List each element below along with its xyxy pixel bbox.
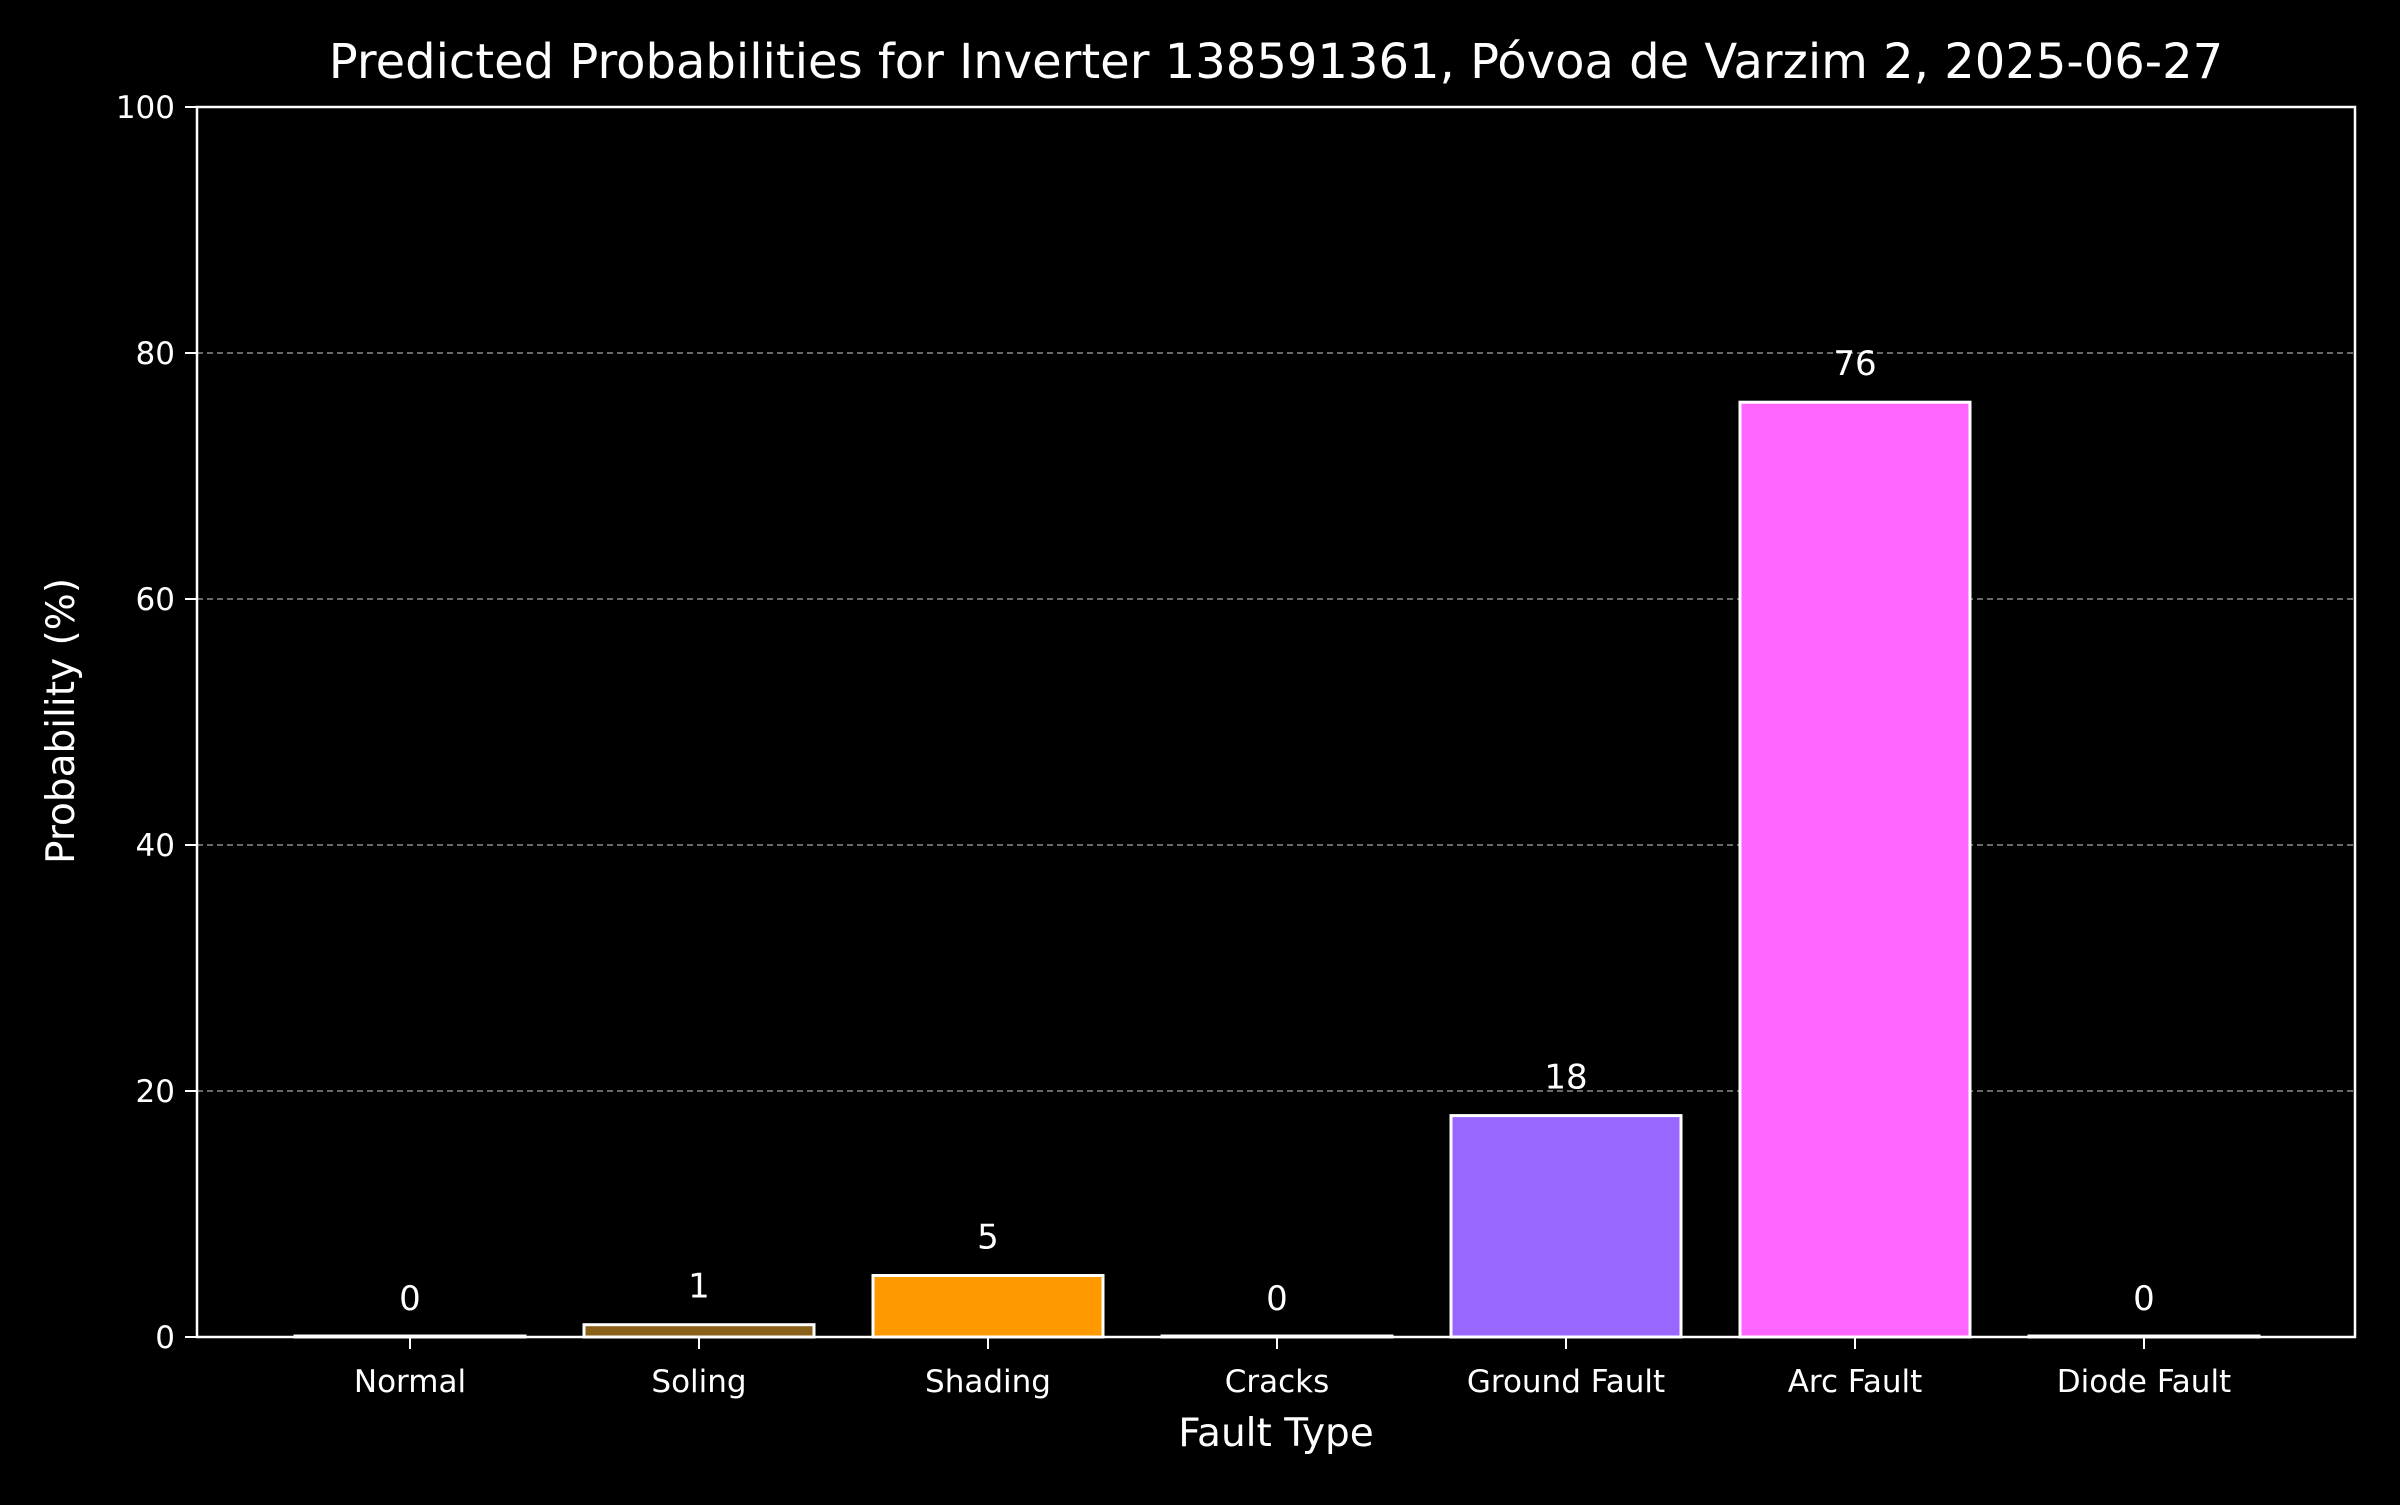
grid-lines: [197, 352, 2355, 1092]
bar-value-label: 0: [2133, 1279, 2155, 1319]
bar: [582, 1323, 816, 1339]
plot-frame: [195, 105, 2357, 1339]
y-tick-label: 80: [136, 336, 175, 372]
bar-value-label: 76: [1833, 344, 1876, 384]
data-labels: 0 1 5 0 18 76 0: [399, 344, 2155, 1319]
bar-value-label: 18: [1544, 1058, 1587, 1098]
y-tick-label: 100: [116, 90, 175, 126]
y-tick-label: 40: [136, 828, 175, 864]
y-tick-label: 0: [155, 1320, 175, 1356]
x-tick-label: Diode Fault: [2057, 1364, 2231, 1400]
y-tick-label: 60: [136, 582, 175, 618]
bar: [1449, 1114, 1683, 1339]
x-tick-label: Shading: [925, 1364, 1051, 1400]
chart-title: Predicted Probabilities for Inverter 138…: [329, 34, 2223, 90]
bar-value-label: 1: [688, 1267, 710, 1307]
x-tick-label: Arc Fault: [1788, 1364, 1923, 1400]
x-axis-label: Fault Type: [1178, 1411, 1374, 1456]
bar-value-label: 5: [977, 1218, 999, 1258]
bar-value-label: 0: [1266, 1279, 1288, 1319]
y-axis-label: Probability (%): [39, 578, 84, 864]
bar: [871, 1274, 1105, 1339]
x-tick-label: Cracks: [1225, 1364, 1330, 1400]
bars: [293, 400, 2261, 1339]
x-tick-label: Ground Fault: [1467, 1364, 1665, 1400]
x-tick-label: Soling: [651, 1364, 746, 1400]
bar-value-label: 0: [399, 1279, 421, 1319]
y-tick-label: 20: [136, 1074, 175, 1110]
bar: [1738, 400, 1972, 1339]
x-tick-label: Normal: [354, 1364, 466, 1400]
